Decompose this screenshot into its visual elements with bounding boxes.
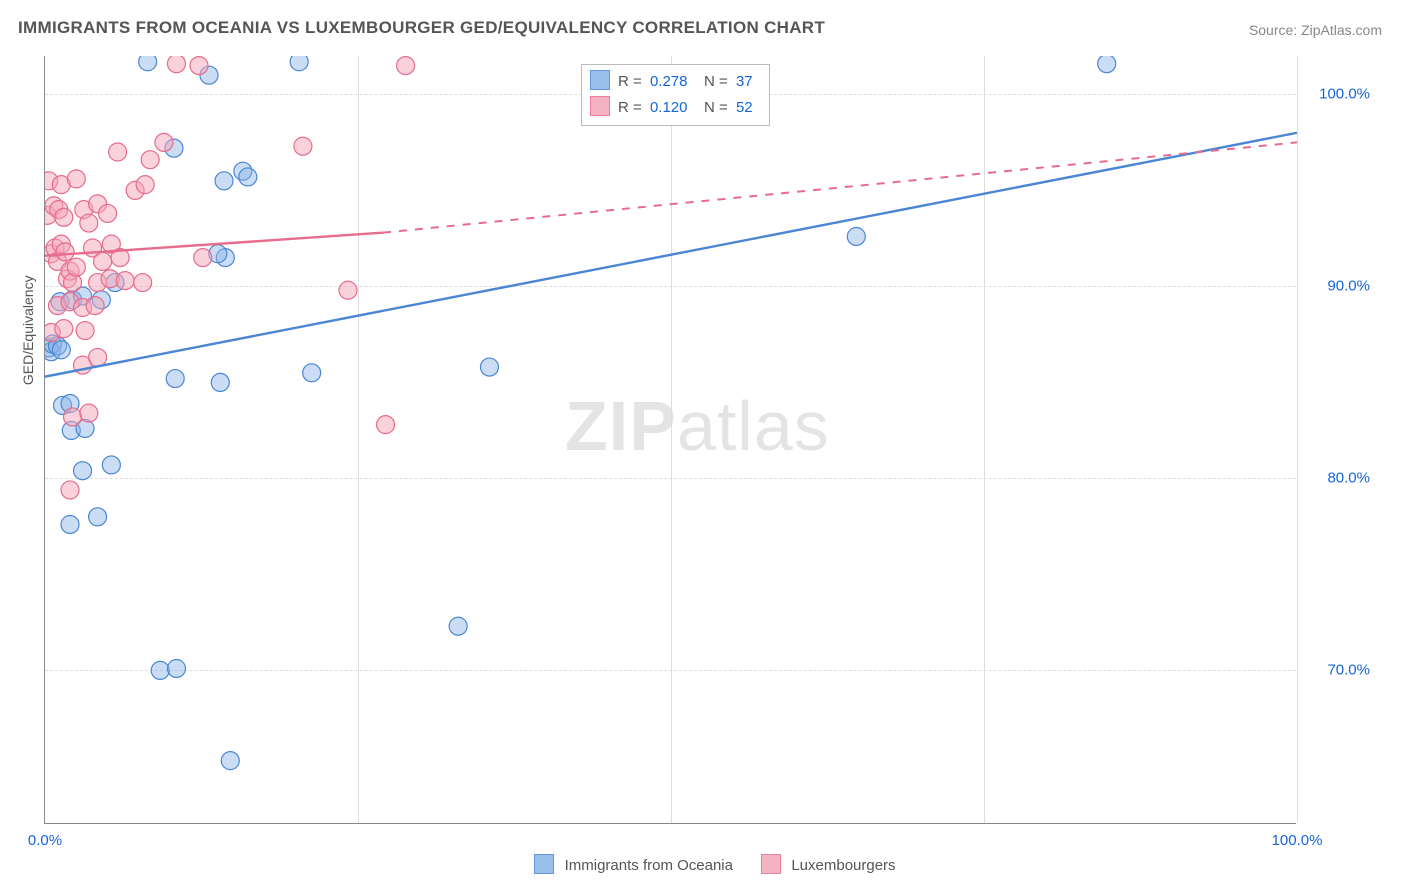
scatter-point [67, 170, 85, 188]
scatter-point [190, 57, 208, 75]
legend-swatch [590, 70, 610, 90]
scatter-point [56, 243, 74, 261]
scatter-point [136, 176, 154, 194]
scatter-point [215, 172, 233, 190]
scatter-point [377, 416, 395, 434]
legend-label-series2: Luxembourgers [791, 857, 895, 874]
scatter-point [55, 320, 73, 338]
scatter-point [211, 373, 229, 391]
n-label: N = [704, 73, 728, 90]
legend-swatch-series1 [534, 854, 554, 874]
x-tick-label: 0.0% [28, 832, 62, 849]
y-tick-label: 70.0% [1327, 662, 1370, 679]
scatter-point [139, 56, 157, 71]
legend-label-series1: Immigrants from Oceania [565, 857, 733, 874]
scatter-point [109, 143, 127, 161]
y-tick-label: 100.0% [1319, 86, 1370, 103]
legend-swatch [590, 96, 610, 116]
x-tick-label: 100.0% [1272, 832, 1323, 849]
scatter-point [449, 617, 467, 635]
scatter-point [155, 133, 173, 151]
correlation-legend-row: R = 0.278 N = 37 [590, 69, 757, 95]
scatter-point [102, 456, 120, 474]
scatter-point [303, 364, 321, 382]
scatter-point [397, 57, 415, 75]
scatter-point [167, 659, 185, 677]
y-tick-label: 80.0% [1327, 470, 1370, 487]
scatter-point [134, 274, 152, 292]
scatter-point [167, 56, 185, 73]
scatter-point [64, 408, 82, 426]
scatter-point [67, 258, 85, 276]
scatter-point [116, 272, 134, 290]
y-tick-label: 90.0% [1327, 278, 1370, 295]
n-value: 37 [736, 73, 753, 90]
scatter-point [99, 204, 117, 222]
scatter-point [239, 168, 257, 186]
source-name: ZipAtlas.com [1301, 22, 1382, 38]
trend-line-extrapolated [383, 142, 1297, 232]
scatter-point [290, 56, 308, 71]
r-value: 0.278 [650, 73, 688, 90]
scatter-point [89, 348, 107, 366]
r-label: R = [618, 73, 642, 90]
correlation-legend-row: R = 0.120 N = 52 [590, 95, 757, 121]
scatter-point [194, 249, 212, 267]
source-credit: Source: ZipAtlas.com [1249, 22, 1382, 38]
scatter-point [221, 752, 239, 770]
bottom-legend: Immigrants from Oceania Luxembourgers [0, 854, 1406, 874]
scatter-point [166, 370, 184, 388]
n-label: N = [704, 99, 728, 116]
scatter-point [294, 137, 312, 155]
scatter-point [61, 515, 79, 533]
scatter-point [74, 462, 92, 480]
correlation-legend: R = 0.278 N = 37R = 0.120 N = 52 [581, 64, 770, 126]
scatter-plot: ZIPatlas 70.0%80.0%90.0%100.0%0.0%100.0%… [44, 56, 1296, 824]
scatter-point [52, 341, 70, 359]
scatter-point [339, 281, 357, 299]
scatter-point [55, 208, 73, 226]
scatter-point [61, 481, 79, 499]
y-axis-label: GED/Equivalency [20, 275, 36, 385]
scatter-point [94, 252, 112, 270]
source-prefix: Source: [1249, 22, 1301, 38]
plot-svg [45, 56, 1297, 824]
chart-title: IMMIGRANTS FROM OCEANIA VS LUXEMBOURGER … [18, 18, 825, 38]
r-value: 0.120 [650, 99, 688, 116]
scatter-point [80, 404, 98, 422]
scatter-point [86, 297, 104, 315]
gridline-v [1297, 56, 1298, 823]
scatter-point [76, 322, 94, 340]
scatter-point [847, 227, 865, 245]
scatter-point [141, 151, 159, 169]
scatter-point [1098, 56, 1116, 73]
n-value: 52 [736, 99, 753, 116]
legend-swatch-series2 [761, 854, 781, 874]
scatter-point [480, 358, 498, 376]
scatter-point [151, 661, 169, 679]
r-label: R = [618, 99, 642, 116]
scatter-point [80, 214, 98, 232]
scatter-point [89, 508, 107, 526]
